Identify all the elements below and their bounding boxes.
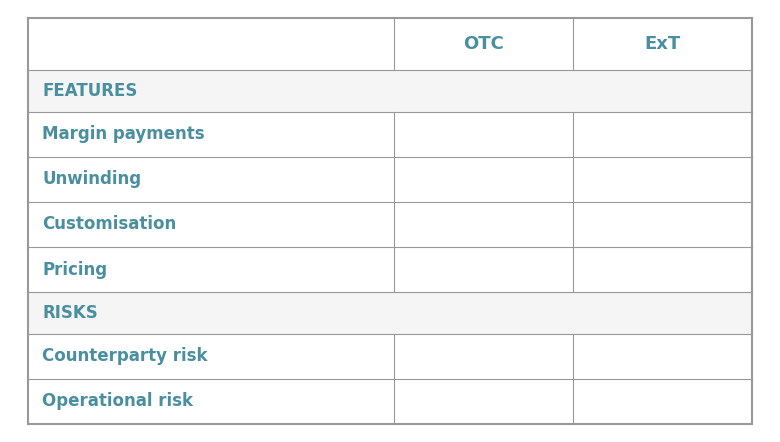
Text: Unwinding: Unwinding <box>42 170 141 188</box>
Bar <box>28 292 752 334</box>
Bar <box>28 247 752 292</box>
Text: OTC: OTC <box>463 35 504 53</box>
Bar <box>28 334 752 379</box>
Text: FEATURES: FEATURES <box>42 82 137 100</box>
Text: Counterparty risk: Counterparty risk <box>42 347 207 366</box>
Text: Customisation: Customisation <box>42 215 176 233</box>
Bar <box>28 157 752 202</box>
Text: Margin payments: Margin payments <box>42 125 204 143</box>
Bar <box>28 70 752 112</box>
Text: Pricing: Pricing <box>42 261 107 278</box>
Bar <box>28 379 752 424</box>
Text: Operational risk: Operational risk <box>42 392 193 411</box>
Bar <box>28 112 752 157</box>
Bar <box>28 18 752 70</box>
Text: ExT: ExT <box>644 35 681 53</box>
Text: RISKS: RISKS <box>42 304 98 322</box>
Bar <box>28 202 752 247</box>
